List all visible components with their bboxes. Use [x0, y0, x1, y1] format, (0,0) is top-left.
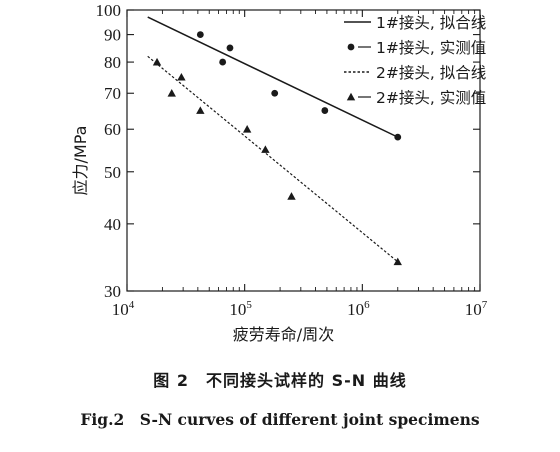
data-point-triangle	[167, 89, 176, 97]
series-4	[152, 57, 402, 266]
data-point-triangle	[261, 145, 270, 153]
legend-entry: 1#接头, 拟合线	[344, 14, 486, 32]
y-tick-label: 50	[104, 163, 121, 182]
data-point-circle	[321, 107, 329, 114]
y-tick-label: 80	[104, 53, 121, 72]
series-2	[196, 31, 402, 141]
data-point-triangle	[196, 106, 205, 114]
x-tick-label: 106	[347, 299, 370, 319]
legend-marker	[347, 43, 355, 51]
y-tick-label: 40	[104, 215, 121, 234]
y-tick-label: 100	[96, 1, 122, 20]
data-point-triangle	[287, 192, 296, 200]
y-tick-label: 90	[104, 26, 121, 45]
legend-entry: 2#接头, 拟合线	[344, 64, 486, 82]
legend-label: 1#接头, 实测值	[376, 39, 486, 57]
legend-label: 1#接头, 拟合线	[376, 14, 486, 32]
figure-caption-chinese: 图 2 不同接头试样的 S-N 曲线	[153, 371, 407, 390]
fit-line	[147, 55, 399, 263]
data-point-triangle	[393, 257, 402, 266]
data-point-circle	[219, 58, 227, 66]
legend-entry: 1#接头, 实测值	[347, 39, 486, 57]
series-1	[147, 16, 399, 138]
y-tick-label: 30	[104, 282, 121, 301]
y-axis-label: 应力/MPa	[71, 126, 90, 196]
data-point-circle	[394, 133, 402, 141]
sn-curve-chart: 104 105 106 107 30 40 50 60 70 80 90 100 1#接头, 拟合线 1…	[71, 1, 488, 344]
legend-entry: 2#接头, 实测值	[346, 89, 486, 107]
figure-caption-english: Fig.2 S-N curves of different joint spec…	[80, 410, 480, 429]
data-point-triangle	[177, 72, 186, 81]
x-axis-label: 疲劳寿命/周次	[233, 325, 334, 344]
fit-line	[147, 16, 399, 138]
series-3	[147, 55, 399, 263]
x-tick-label: 105	[229, 299, 252, 319]
data-point-circle	[271, 89, 279, 97]
x-tick-label: 107	[465, 299, 488, 319]
plot-frame	[126, 9, 481, 292]
x-tick-label: 104	[112, 299, 135, 319]
legend-label: 2#接头, 拟合线	[376, 64, 486, 82]
data-point-circle	[196, 31, 204, 38]
data-point-triangle	[152, 57, 162, 66]
data-point-circle	[226, 44, 234, 52]
legend-label: 2#接头, 实测值	[376, 89, 486, 107]
y-tick-label: 70	[104, 84, 121, 103]
legend-marker	[346, 92, 356, 101]
y-tick-label: 60	[104, 120, 121, 139]
data-point-triangle	[242, 125, 252, 133]
